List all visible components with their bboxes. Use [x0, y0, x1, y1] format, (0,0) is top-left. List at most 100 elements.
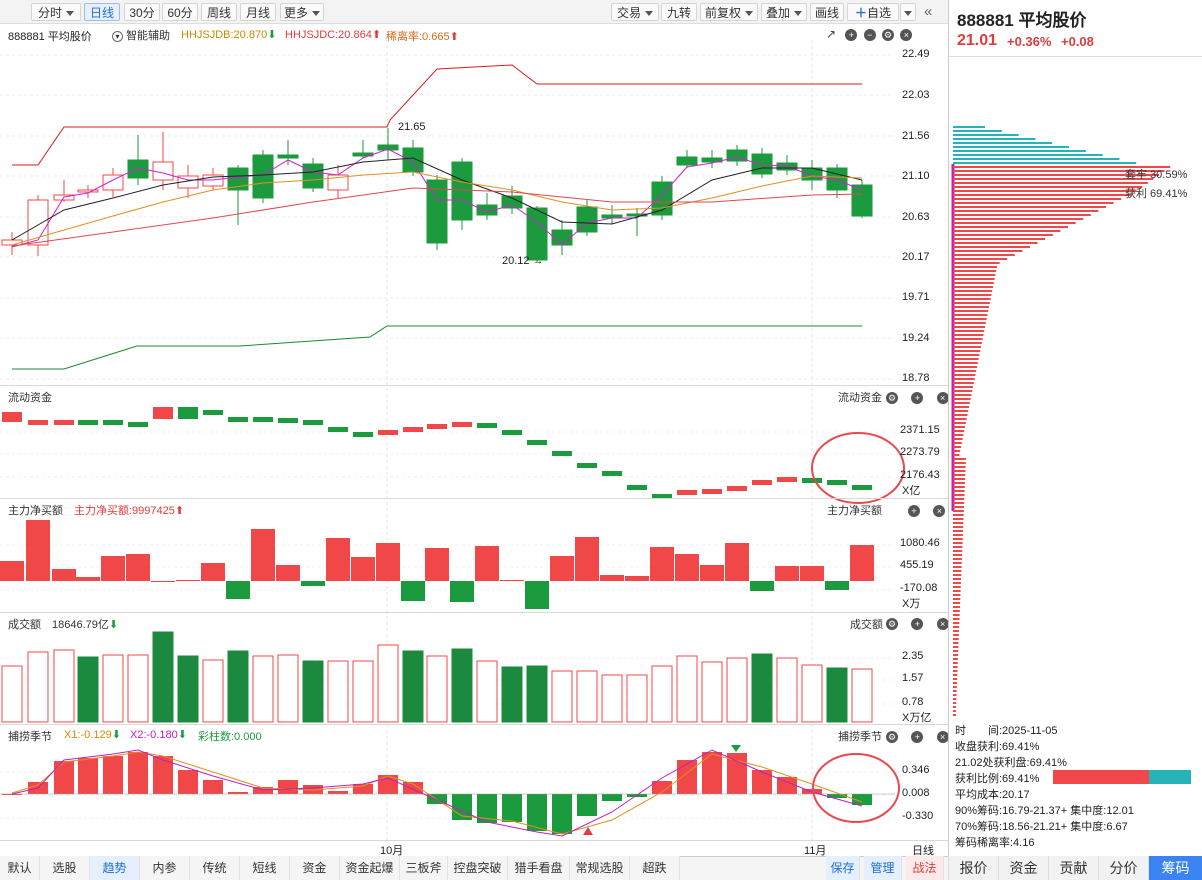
- chart-canvas[interactable]: [0, 40, 948, 855]
- smart-assist-toggle[interactable]: ▾ 智能辅助: [112, 27, 170, 43]
- chip-bar: [953, 678, 958, 680]
- chip-bar: [953, 382, 974, 384]
- chip-bar: [953, 438, 963, 440]
- candle-body: [252, 154, 274, 199]
- hhjsjdc-value: HHJSJDC:20.864⬆: [285, 28, 381, 41]
- season-bar: [278, 780, 298, 794]
- chip-bar: [953, 450, 961, 452]
- season-bar: [228, 792, 248, 794]
- chip-bar: [953, 602, 961, 604]
- tab-weekly[interactable]: 周线: [201, 3, 237, 21]
- arrow-up-icon: ⬆: [174, 505, 185, 517]
- season-bar: [153, 756, 173, 794]
- chip-bar: [953, 662, 958, 664]
- volume-bar: [327, 660, 349, 723]
- watchlist-button[interactable]: ＋自选: [847, 3, 899, 21]
- close-icon[interactable]: ×: [936, 731, 949, 743]
- tab-price-dist[interactable]: 分价: [1098, 856, 1148, 880]
- tab-intraday[interactable]: 分时: [31, 3, 81, 21]
- volume-bar: [1, 665, 23, 723]
- close-icon[interactable]: ×: [900, 29, 913, 41]
- manage-button[interactable]: 管理: [864, 856, 902, 880]
- zoom-icon[interactable]: +: [908, 505, 920, 517]
- tab-quote[interactable]: 报价: [948, 856, 998, 880]
- zoom-out-icon[interactable]: −: [863, 29, 876, 41]
- settings-icon[interactable]: ⚙: [886, 618, 898, 630]
- bottom-tab-8[interactable]: 三板斧: [400, 856, 448, 880]
- bottom-tab-10[interactable]: 猎手看盘: [508, 856, 570, 880]
- bottom-tab-11[interactable]: 常规选股: [570, 856, 630, 880]
- settings-icon[interactable]: ⚙: [886, 392, 898, 404]
- settings-icon[interactable]: ⚙: [886, 731, 898, 743]
- flow-bar: [203, 410, 223, 415]
- nine-turn-button[interactable]: 九转: [661, 3, 697, 21]
- trapped-bar: [1149, 770, 1191, 784]
- chip-bar: [953, 598, 961, 600]
- chip-bar: [953, 558, 962, 560]
- chip-bar: [953, 486, 965, 488]
- close-icon[interactable]: ×: [936, 618, 949, 630]
- chip-bar: [953, 290, 993, 292]
- overlay-button[interactable]: 叠加: [761, 3, 807, 21]
- bottom-tab-6[interactable]: 资金: [290, 856, 340, 880]
- volume-bar: [152, 631, 174, 723]
- adjust-button[interactable]: 前复权: [700, 3, 758, 21]
- chip-bar: [953, 146, 1069, 148]
- save-button[interactable]: 保存: [826, 856, 860, 880]
- tab-30min[interactable]: 30分: [124, 3, 160, 21]
- bottom-tab-3[interactable]: 内参: [140, 856, 190, 880]
- bottom-tab-2[interactable]: 趋势: [90, 856, 140, 880]
- chip-bar: [953, 390, 973, 392]
- tab-contribution[interactable]: 贡献: [1048, 856, 1098, 880]
- volume-bar: [53, 649, 75, 723]
- close-icon[interactable]: ×: [936, 392, 949, 404]
- net-unit: X万: [902, 598, 921, 610]
- strategy-button[interactable]: 战法: [906, 856, 944, 880]
- share-icon[interactable]: ↗: [826, 27, 837, 41]
- overlay-label: 叠加: [765, 6, 790, 20]
- chip-bar: [953, 626, 960, 628]
- chip-bar: [953, 154, 1103, 156]
- candle-body: [227, 167, 249, 191]
- bottom-tab-7[interactable]: 资金起爆: [340, 856, 400, 880]
- zoom-icon[interactable]: +: [911, 731, 924, 743]
- zoom-in-icon[interactable]: +: [845, 29, 858, 41]
- watchlist-dropdown[interactable]: [900, 3, 916, 21]
- chip-bar: [953, 230, 1061, 232]
- tab-daily[interactable]: 日线: [84, 3, 120, 21]
- candle-body: [77, 189, 99, 193]
- close-icon[interactable]: ×: [933, 505, 946, 517]
- chip-bar: [953, 658, 958, 660]
- net-bar: [376, 543, 400, 581]
- bottom-tab-4[interactable]: 传统: [190, 856, 240, 880]
- season-bar: [502, 794, 522, 822]
- tab-more[interactable]: 更多: [280, 3, 324, 21]
- price-tick: 22.49: [902, 48, 930, 60]
- zoom-icon[interactable]: +: [911, 618, 924, 630]
- settings-icon[interactable]: ⚙: [882, 29, 895, 41]
- price-tick: 19.71: [902, 291, 930, 303]
- chip-bar: [953, 690, 957, 692]
- zoom-icon[interactable]: +: [911, 392, 924, 404]
- season-bar: [852, 794, 872, 805]
- draw-button[interactable]: 画线: [810, 3, 844, 21]
- bottom-tab-0[interactable]: 默认: [0, 856, 40, 880]
- tab-chips[interactable]: 筹码: [1148, 856, 1202, 880]
- arrow-down-icon: ⬇: [177, 729, 187, 741]
- bottom-tab-1[interactable]: 选股: [40, 856, 90, 880]
- tab-funds[interactable]: 资金: [998, 856, 1048, 880]
- chip-bar: [953, 306, 989, 308]
- chip-bar: [953, 610, 960, 612]
- bottom-tab-5[interactable]: 短线: [240, 856, 290, 880]
- collapse-icon[interactable]: «: [924, 3, 933, 20]
- tab-monthly[interactable]: 月线: [240, 3, 276, 21]
- bottom-tab-12[interactable]: 超跌: [630, 856, 680, 880]
- volume-bar: [202, 659, 224, 723]
- plus-icon: ＋: [854, 6, 867, 20]
- tab-60min[interactable]: 60分: [162, 3, 198, 21]
- trade-button[interactable]: 交易: [611, 3, 659, 21]
- chip-bar: [953, 166, 1171, 168]
- chip-bar: [953, 406, 969, 408]
- net-bar: [52, 569, 76, 581]
- bottom-tab-9[interactable]: 控盘突破: [448, 856, 508, 880]
